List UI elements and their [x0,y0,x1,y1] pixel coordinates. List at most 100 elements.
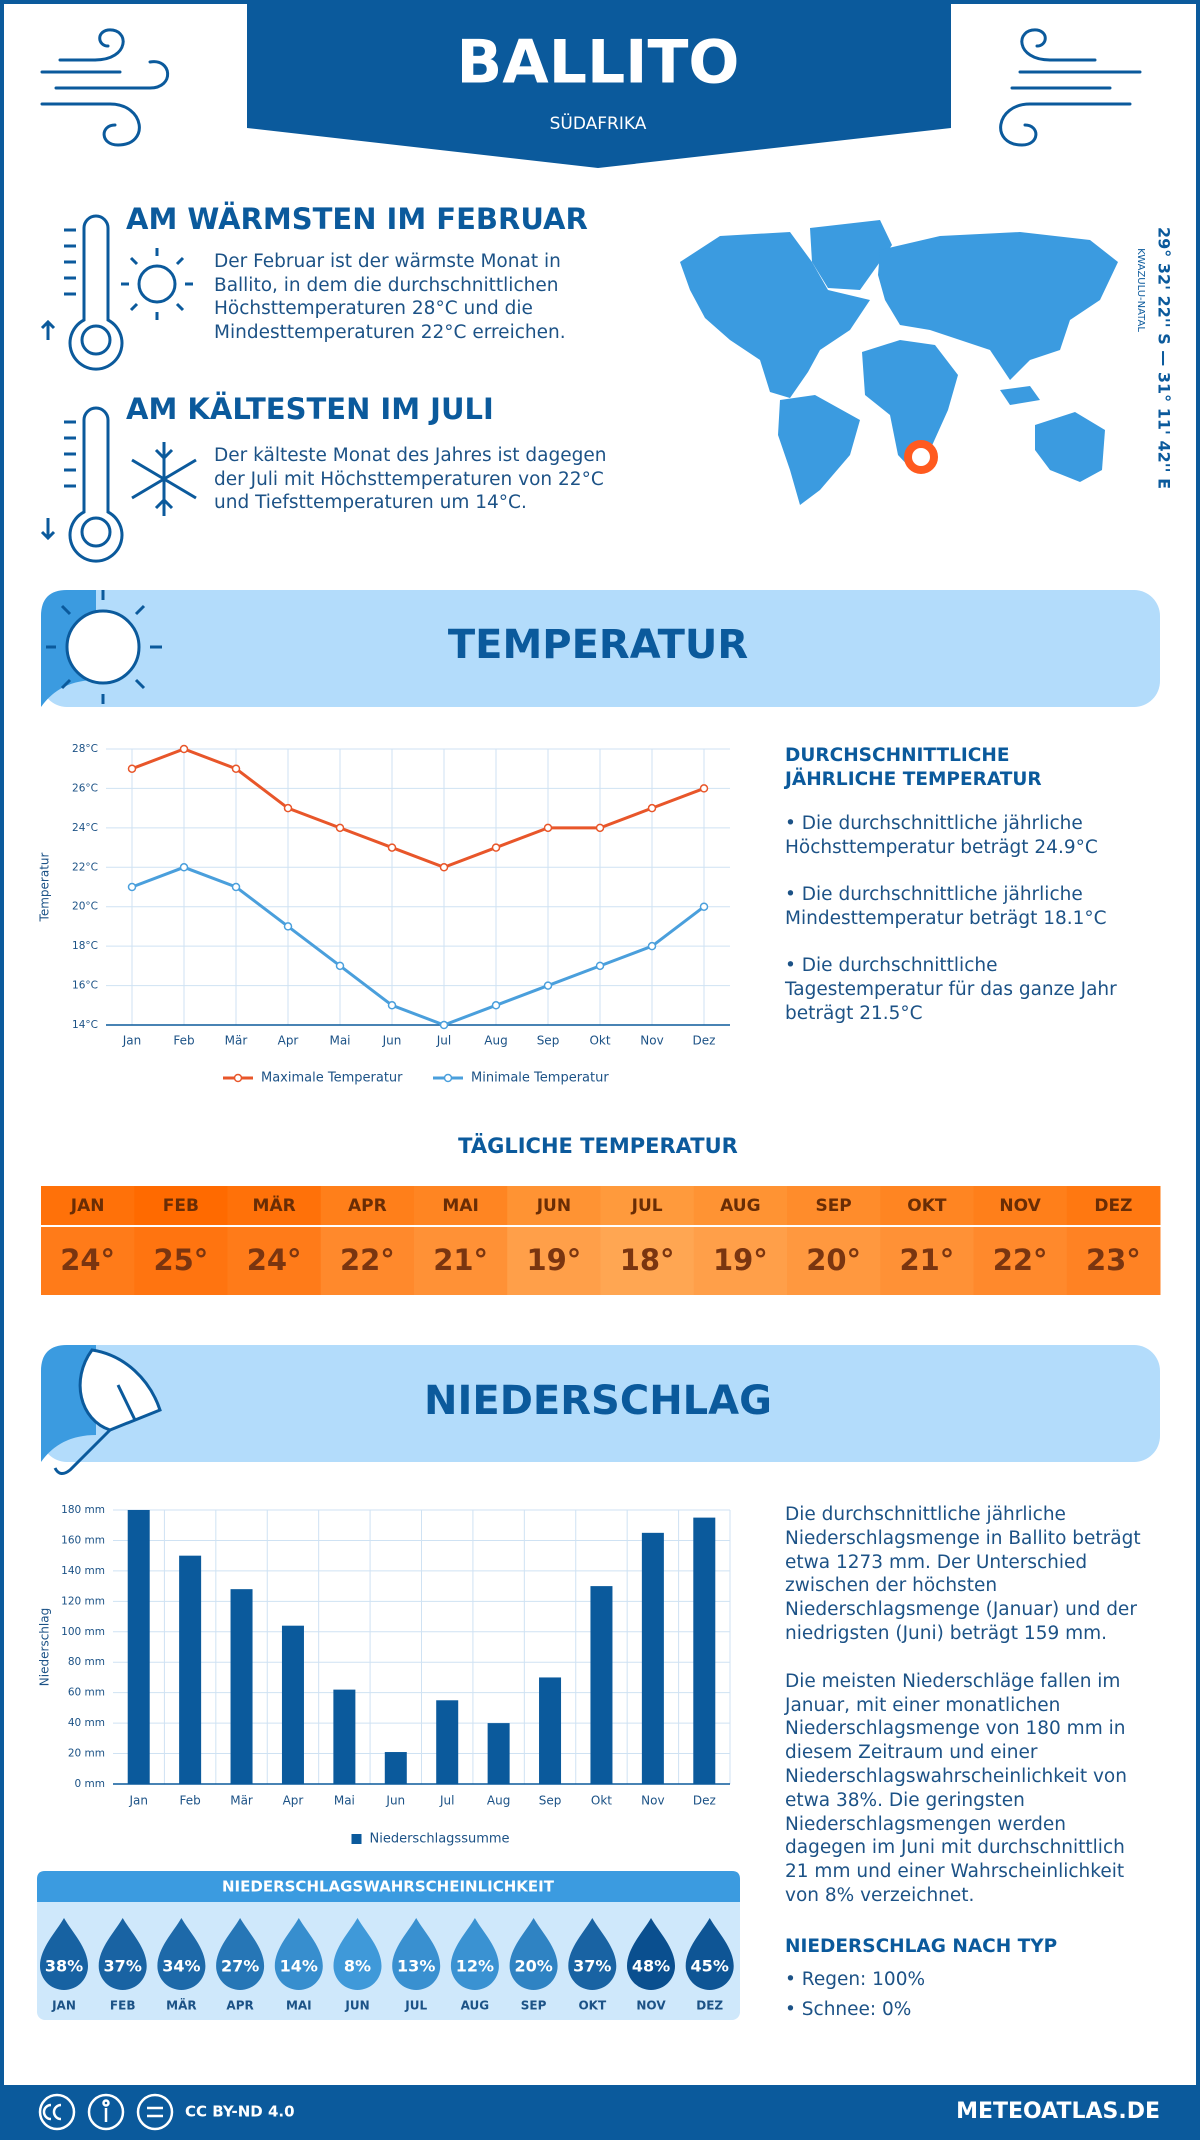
legend-label: Niederschlagssumme [370,1832,510,1847]
bar [127,1510,150,1784]
temp-label: 24° [60,1243,115,1277]
point [491,843,501,852]
y-tick-label: 140 mm [61,1565,105,1577]
month-label: JAN [70,1196,105,1216]
point [231,764,241,773]
temp-cell [414,1227,508,1295]
temperature-banner [41,590,1160,707]
month-cell [227,1186,322,1225]
point [231,882,241,892]
drop-label: 27% [221,1957,259,1976]
drop-month: MAI [286,1999,312,2013]
point [543,823,553,833]
line [131,747,705,869]
temperature-chart: Jan Feb Mär Apr Mai Jun Jul Aug Sep Okt Nov Dez 14°C… [38,743,730,1086]
month-cell [134,1186,228,1225]
bar [281,1625,304,1784]
x-tick-label: Dez [693,1034,716,1048]
point [127,764,137,773]
bar [641,1532,664,1784]
month-label: MAI [442,1196,478,1216]
license: CC BY-ND 4.0 [185,2103,295,2121]
legend-swatch [443,1073,453,1083]
drop-month: DEZ [696,1999,723,2013]
month-cell [507,1186,601,1225]
temp-label: 20° [806,1243,861,1277]
x-tick-label: Sep [537,1034,560,1048]
x-tick-label: Mär [230,1794,253,1808]
month-label: SEP [815,1196,851,1216]
y-tick-label: 160 mm [61,1534,105,1546]
month-cell [41,1186,135,1225]
point [387,1001,397,1010]
temp-cell [227,1227,322,1295]
bar [384,1752,407,1784]
x-tick-label: Jan [122,1034,142,1048]
drop-month: NOV [636,1999,666,2013]
summary-list: Die durchschnittliche jährliche Höchstte… [785,812,1150,1049]
drop-label: 48% [632,1957,670,1976]
temp-label: 22° [340,1243,395,1277]
y-tick-label: 40 mm [68,1717,105,1729]
drop [157,1918,206,1990]
coordinates: 29° 32' 22'' S — 31° 11' 42'' E [1155,227,1174,489]
month-label: NOV [999,1196,1041,1216]
point [335,823,345,833]
month-cell [973,1186,1068,1225]
type-list: Regen: 100% Schnee: 0% [785,1968,925,2028]
drop [685,1918,734,1990]
x-tick-label: Mai [329,1034,350,1048]
wind-icon-left [40,28,170,147]
temp-label: 19° [713,1243,768,1277]
x-tick-label: Okt [591,1794,612,1808]
y-axis-label: Temperatur [38,852,52,922]
x-tick-label: Mär [225,1034,248,1048]
point [647,941,657,951]
month-cell [693,1186,788,1225]
y-tick-label: 20°C [72,901,98,913]
precipitation-banner [41,1345,1160,1462]
point [647,803,657,813]
temp-label: 23° [1086,1243,1141,1277]
sun-icon [46,590,162,704]
x-tick-label: Aug [487,1794,510,1808]
wind-icon-right [999,28,1142,147]
temp-label: 22° [993,1243,1048,1277]
month-label: JUN [536,1196,571,1216]
drop [98,1918,147,1990]
x-tick-label: Feb [180,1794,201,1808]
drop-month: FEB [110,1999,136,2013]
thermometer-warm [40,214,193,371]
world-map [680,220,1118,505]
site: METEOATLAS.DE [956,2099,1160,2124]
y-tick-label: 60 mm [68,1687,105,1699]
legend-label: Minimale Temperatur [471,1071,609,1086]
type-title: NIEDERSCHLAG NACH TYP [785,1936,1058,1957]
license-icons [38,2093,174,2131]
drop [392,1918,441,1990]
drop-label: 45% [691,1957,729,1976]
drop [333,1918,382,1990]
coldest-title: AM KÄLTESTEN IM JULI [126,392,494,426]
temp-cell [134,1227,228,1295]
drop-month: JUN [344,1999,369,2013]
y-tick-label: 26°C [72,782,98,794]
point [127,882,137,892]
x-tick-label: Jul [439,1794,454,1808]
drop [509,1918,558,1990]
drop-label: 20% [514,1957,552,1976]
point [283,803,293,813]
drop [627,1918,675,1990]
month-label: FEB [163,1196,199,1216]
drop-month: SEP [521,1999,547,2013]
x-tick-label: Jul [436,1034,451,1048]
month-label: DEZ [1094,1196,1132,1216]
probability-title: NIEDERSCHLAGSWAHRSCHEINLICHKEIT [222,1878,555,1896]
precipitation-text: Die durchschnittliche jährliche Niedersc… [785,1503,1145,1932]
warmest-title: AM WÄRMSTEN IM FEBRUAR [126,202,588,236]
type-item: Regen: 100% [785,1968,925,1992]
y-tick-label: 28°C [72,743,98,755]
x-tick-label: Feb [173,1034,194,1048]
